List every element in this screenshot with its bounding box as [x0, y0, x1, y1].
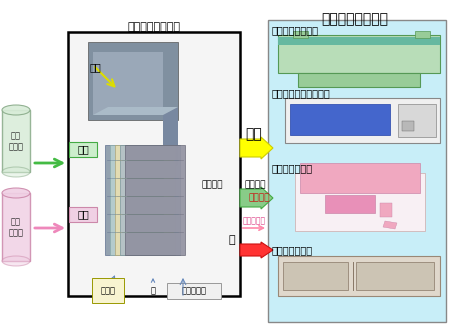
Text: 窒素ガス: 窒素ガス: [244, 181, 266, 190]
FancyBboxPatch shape: [295, 173, 425, 231]
FancyBboxPatch shape: [69, 142, 97, 157]
FancyBboxPatch shape: [298, 73, 420, 87]
FancyBboxPatch shape: [2, 110, 30, 172]
Text: 酸素除去: 酸素除去: [248, 193, 270, 203]
Text: 窒素ガス雰囲気炉: 窒素ガス雰囲気炉: [272, 25, 319, 35]
Polygon shape: [120, 145, 180, 255]
Text: 水: 水: [150, 279, 156, 295]
Polygon shape: [110, 145, 170, 255]
FancyBboxPatch shape: [278, 35, 440, 73]
FancyBboxPatch shape: [69, 207, 97, 222]
Ellipse shape: [2, 188, 30, 198]
Text: 水素: 水素: [77, 209, 89, 219]
Polygon shape: [125, 145, 185, 255]
Text: 空気
タンク: 空気 タンク: [9, 131, 23, 151]
FancyArrow shape: [240, 242, 273, 258]
Polygon shape: [163, 107, 178, 173]
FancyBboxPatch shape: [68, 32, 240, 296]
FancyBboxPatch shape: [278, 37, 440, 45]
Text: 電力: 電力: [246, 127, 262, 141]
FancyBboxPatch shape: [380, 203, 392, 217]
Ellipse shape: [2, 167, 30, 177]
Text: 水素
タンク: 水素 タンク: [9, 217, 23, 237]
Text: 水素再利用: 水素再利用: [243, 216, 266, 225]
Text: アルミ鋳造装置: アルミ鋳造装置: [272, 163, 313, 173]
Text: セパレータ: セパレータ: [181, 287, 207, 295]
Text: フライヤー装置: フライヤー装置: [272, 245, 313, 255]
Ellipse shape: [2, 105, 30, 115]
FancyBboxPatch shape: [2, 193, 30, 261]
FancyArrow shape: [240, 137, 273, 159]
Ellipse shape: [2, 256, 30, 266]
Text: セル: セル: [90, 62, 102, 72]
Text: リフロー半田付け装置: リフロー半田付け装置: [272, 88, 331, 98]
FancyBboxPatch shape: [402, 121, 414, 131]
FancyBboxPatch shape: [283, 262, 348, 290]
Text: 空気: 空気: [77, 144, 89, 154]
Polygon shape: [383, 221, 397, 229]
Polygon shape: [105, 145, 165, 255]
FancyBboxPatch shape: [356, 262, 434, 290]
Text: 電解膜: 電解膜: [100, 276, 116, 295]
FancyBboxPatch shape: [278, 256, 440, 296]
FancyBboxPatch shape: [167, 283, 221, 299]
Text: 排気ガス: 排気ガス: [201, 181, 223, 190]
FancyBboxPatch shape: [285, 98, 440, 143]
FancyBboxPatch shape: [290, 104, 390, 135]
Polygon shape: [115, 145, 175, 255]
FancyBboxPatch shape: [93, 52, 163, 115]
FancyBboxPatch shape: [415, 31, 430, 38]
Text: 窒素ガス利用装置: 窒素ガス利用装置: [321, 12, 388, 26]
FancyBboxPatch shape: [88, 42, 178, 120]
FancyBboxPatch shape: [398, 104, 436, 137]
FancyBboxPatch shape: [268, 20, 446, 322]
FancyBboxPatch shape: [293, 31, 308, 38]
Text: 熱: 熱: [229, 235, 235, 245]
FancyBboxPatch shape: [325, 195, 375, 213]
FancyBboxPatch shape: [300, 163, 420, 193]
Polygon shape: [93, 107, 178, 115]
FancyArrow shape: [240, 187, 273, 209]
Text: 燃料電池スタック: 燃料電池スタック: [127, 22, 180, 32]
